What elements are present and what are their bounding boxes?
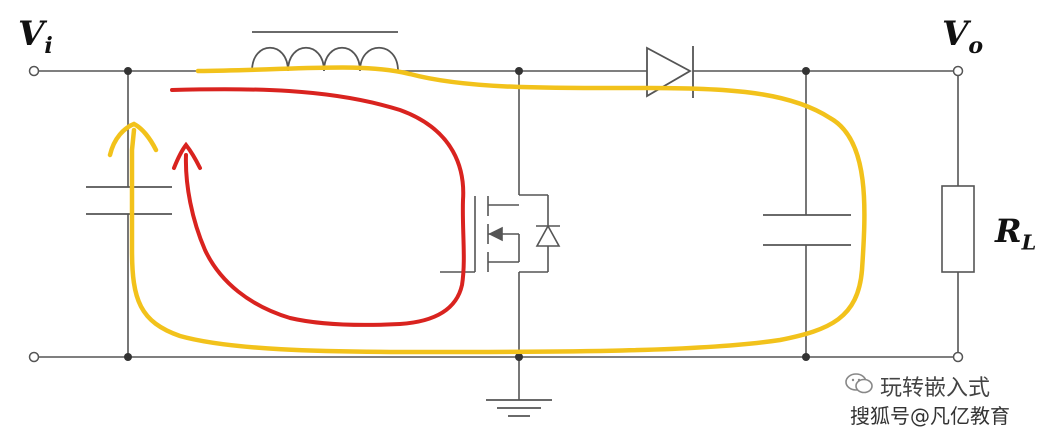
yellow-current-loop xyxy=(129,65,867,355)
load-resistor-label: RL xyxy=(995,212,1037,255)
output-positive-terminal xyxy=(952,65,964,77)
input-voltage-label: Vi xyxy=(18,14,53,59)
watermark-account-name: 玩转嵌入式 xyxy=(880,376,991,401)
body-diode-icon xyxy=(535,224,561,247)
resistor-icon xyxy=(941,185,975,273)
watermark: 玩转嵌入式 搜狐号@凡亿教育 xyxy=(828,366,1038,430)
input-positive-terminal xyxy=(28,65,40,77)
red-arrow-head xyxy=(172,141,202,170)
output-capacitor-icon xyxy=(763,214,851,246)
inductor-icon xyxy=(251,31,399,72)
mosfet-icon xyxy=(440,194,549,273)
input-capacitor-icon xyxy=(86,186,172,215)
output-voltage-label: Vo xyxy=(942,14,984,59)
yellow-arrow-head xyxy=(107,121,159,158)
wechat-icon xyxy=(845,373,873,394)
watermark-source: 搜狐号@凡亿教育 xyxy=(850,404,1010,428)
red-current-loop xyxy=(170,87,466,327)
ground-icon xyxy=(486,399,552,417)
output-negative-terminal xyxy=(952,351,964,363)
input-negative-terminal xyxy=(28,351,40,363)
